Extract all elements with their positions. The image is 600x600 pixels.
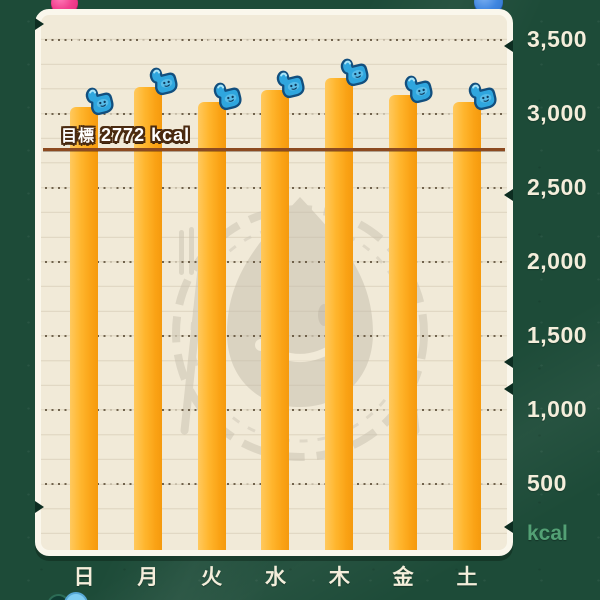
- ytick-3500: 3,500: [527, 26, 588, 52]
- ytick-3000: 3,000: [527, 100, 588, 126]
- ytick-500: 500: [527, 470, 567, 496]
- chart-card: 目標 2772 kcal: [35, 9, 513, 556]
- torn-edge-notch: [35, 18, 44, 30]
- target-label-text: 目標: [61, 127, 96, 145]
- torn-edge-notch: [504, 189, 513, 201]
- day-label-金: 金: [392, 566, 414, 589]
- chart-plot-area: 目標 2772 kcal: [41, 15, 507, 550]
- bar-月[interactable]: [133, 87, 162, 550]
- thumbs-up-icon: [205, 73, 249, 117]
- target-unit: kcal: [151, 124, 191, 145]
- bar-木[interactable]: [325, 78, 354, 550]
- day-label-木: 木: [328, 566, 350, 589]
- bar-日[interactable]: [70, 106, 98, 550]
- torn-edge-notch: [504, 40, 513, 52]
- torn-edge-notch: [504, 356, 513, 368]
- ytick-1500: 1,500: [527, 322, 588, 348]
- bar-水[interactable]: [261, 90, 290, 550]
- thumbs-up-icon: [77, 78, 121, 122]
- target-value: 2772: [101, 124, 146, 145]
- thumbs-up-icon: [460, 73, 504, 117]
- ytick-2000: 2,000: [527, 248, 588, 274]
- gridline-3500: [45, 39, 503, 41]
- thumbs-up-icon: [269, 61, 313, 105]
- ytick-1000: 1,000: [527, 396, 588, 422]
- bar-土[interactable]: [452, 102, 481, 550]
- torn-edge-notch: [504, 383, 513, 395]
- bar-火[interactable]: [197, 102, 226, 550]
- y-axis-unit-label: kcal: [527, 522, 568, 545]
- day-label-月: 月: [137, 566, 159, 589]
- bottom-left-partial-button-2[interactable]: [64, 592, 88, 600]
- torn-edge-notch: [504, 521, 513, 533]
- day-label-火: 火: [201, 566, 223, 589]
- day-label-土: 土: [456, 566, 478, 589]
- thumbs-up-icon: [333, 50, 377, 94]
- target-label: 目標 2772 kcal: [61, 122, 190, 146]
- ytick-2500: 2,500: [527, 174, 588, 200]
- thumbs-up-icon: [396, 66, 440, 110]
- bar-金[interactable]: [389, 94, 418, 550]
- thumbs-up-icon: [141, 59, 185, 103]
- target-line: [43, 147, 505, 151]
- torn-edge-notch: [35, 501, 44, 513]
- day-label-日: 日: [73, 566, 95, 589]
- day-label-水: 水: [264, 566, 286, 589]
